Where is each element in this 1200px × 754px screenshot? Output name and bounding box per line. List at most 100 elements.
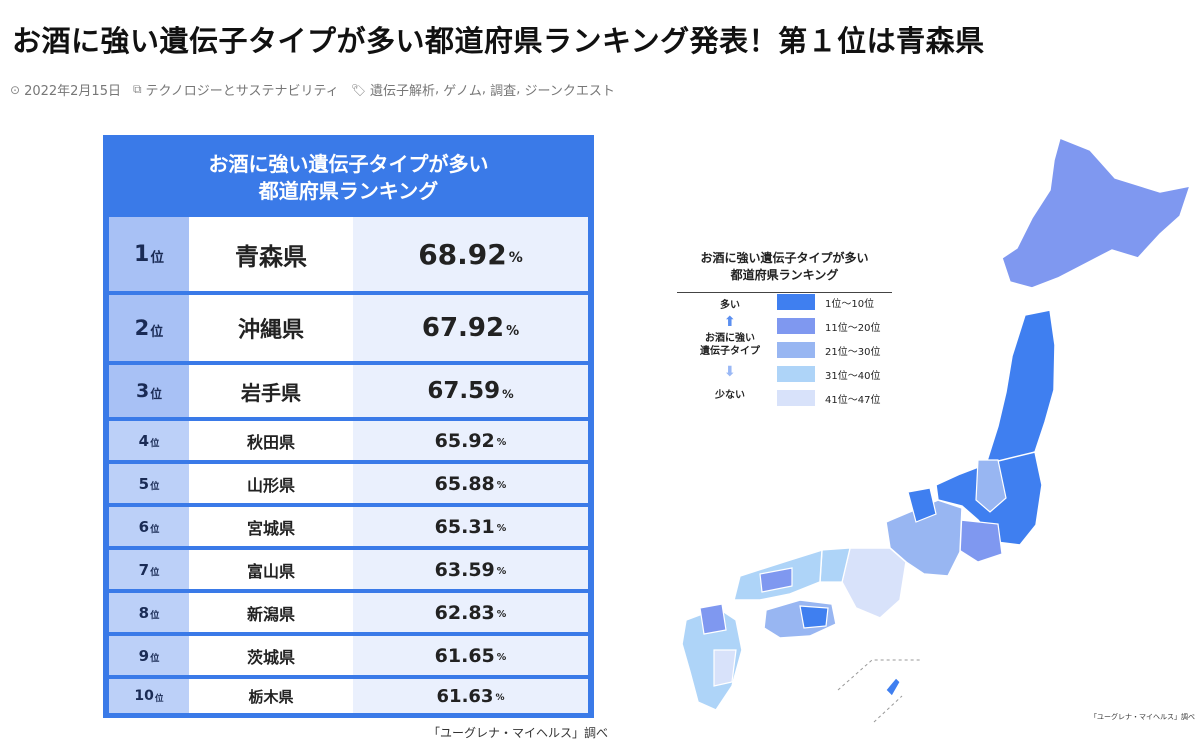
rank-number: 7: [138, 560, 150, 579]
ranking-row: 10 位 栃木県 61.63%: [109, 679, 588, 713]
tag-link[interactable]: ジーンクエスト: [524, 84, 615, 99]
ranking-title-line: お酒に強い遺伝子タイプが多い: [208, 152, 489, 176]
rank-number: 2: [134, 316, 150, 340]
category-link[interactable]: テクノロジーとサステナビリティ: [145, 84, 339, 99]
percentage-cell: 68.92%: [353, 217, 588, 291]
source-credit: 「ユーグレナ・マイヘルス」調べ: [428, 726, 609, 740]
tag-icon: 🏷: [350, 82, 366, 97]
legend-label: 41位～47位: [825, 394, 881, 406]
rank-unit: 位: [150, 438, 160, 450]
ranking-row: 8 位 新潟県 62.83%: [109, 593, 588, 632]
percent-unit: %: [496, 609, 507, 621]
prefecture-name: 栃木県: [248, 687, 294, 706]
percentage-cell: 61.63%: [353, 679, 588, 713]
ranking-row: 5 位 山形県 65.88%: [109, 464, 588, 503]
legend-swatch: [777, 390, 815, 406]
legend-title: お酒に強い遺伝子タイプが多い 都道府県ランキング: [677, 250, 892, 284]
map-inset-frame: [837, 659, 922, 691]
tag-link[interactable]: 調査: [490, 84, 517, 99]
legend-label: 1位～10位: [825, 298, 875, 310]
rank-unit: 位: [150, 524, 160, 536]
legend-title-line: 都道府県ランキング: [730, 268, 839, 282]
percent-unit: %: [496, 652, 507, 664]
rank-number: 3: [135, 380, 150, 402]
tag-separator: ,: [481, 82, 487, 97]
map-region: [713, 649, 737, 687]
map-source-credit: 「ユーグレナ・マイヘルス」調べ: [1090, 713, 1195, 721]
percentage-cell: 65.92%: [353, 421, 588, 460]
legend-label: 31位～40位: [825, 370, 881, 382]
percentage-value: 61.65: [434, 644, 495, 667]
prefecture-name: 山形県: [246, 475, 295, 495]
legend-label: 21位～30位: [825, 346, 881, 358]
rank-number: 1: [134, 241, 150, 267]
arrow-up-icon: ⬆: [724, 314, 736, 330]
tag-separator: ,: [516, 82, 521, 97]
legend-divider: [677, 292, 892, 293]
ranking-row: 2 位 沖縄県 67.92%: [109, 295, 588, 361]
rank-unit: 位: [150, 250, 164, 267]
map-region: [955, 519, 1003, 563]
ranking-title-line: 都道府県ランキング: [258, 179, 439, 203]
percentage-cell: 65.31%: [353, 507, 588, 546]
rank-unit: 位: [150, 481, 160, 493]
percentage-value: 65.88: [434, 472, 495, 495]
ranking-row: 4 位 秋田県 65.92%: [109, 421, 588, 460]
post-meta: ⊙ 2022年2月15日 ⧉ テクノロジーとサステナビリティ 🏷 遺伝子解析, …: [10, 80, 615, 99]
rank-unit: 位: [150, 610, 160, 622]
map-inset-frame: [873, 695, 903, 723]
map-region: [975, 459, 1007, 513]
prefecture-name: 青森県: [235, 242, 307, 271]
tag-separator: ,: [434, 82, 440, 97]
scale-more-label: 多い: [720, 300, 740, 311]
japan-map: [681, 136, 1192, 723]
scale-mid-label: お酒に強い 遺伝子タイプ: [700, 332, 760, 358]
rank-unit: 位: [150, 567, 160, 579]
percent-unit: %: [496, 566, 507, 578]
percent-unit: %: [506, 323, 520, 339]
scale-mid-line: お酒に強い: [705, 333, 755, 344]
legend-item: 31位～40位: [777, 366, 880, 382]
rank-unit: 位: [154, 693, 164, 704]
map-region: [799, 605, 829, 629]
tag-link[interactable]: ゲノム: [443, 84, 482, 99]
percentage-cell: 67.59%: [353, 365, 588, 417]
rank-unit: 位: [150, 653, 160, 665]
percent-unit: %: [508, 249, 523, 266]
ranking-row: 9 位 茨城県 61.65%: [109, 636, 588, 675]
rank-number: 6: [138, 517, 150, 536]
tag-link[interactable]: 遺伝子解析: [369, 84, 435, 99]
ranking-row: 6 位 宮城県 65.31%: [109, 507, 588, 546]
prefecture-name: 富山県: [246, 561, 295, 581]
percent-unit: %: [502, 386, 514, 401]
scale-mid-line: 遺伝子タイプ: [700, 346, 760, 357]
rank-number: 5: [138, 474, 150, 493]
percentage-value: 61.63: [436, 685, 494, 707]
percent-unit: %: [496, 480, 507, 492]
ranking-row: 3 位 岩手県 67.59%: [109, 365, 588, 417]
prefecture-name: 宮城県: [246, 518, 295, 538]
percentage-value: 62.83: [434, 601, 495, 624]
ranking-row: 1 位 青森県 68.92%: [109, 217, 588, 291]
legend-swatch: [777, 318, 815, 334]
rank-unit: 位: [150, 386, 162, 401]
legend-label: 11位～20位: [825, 322, 881, 334]
rank-number: 10: [134, 688, 154, 704]
prefecture-name: 茨城県: [246, 647, 295, 667]
rank-number: 9: [138, 646, 150, 665]
rank-number: 8: [138, 603, 150, 622]
map-region: [1001, 136, 1192, 289]
ranking-title: お酒に強い遺伝子タイプが多い 都道府県ランキング: [103, 151, 594, 205]
map-region: [984, 309, 1056, 465]
percentage-cell: 62.83%: [353, 593, 588, 632]
map-region: [681, 607, 743, 711]
legend-item: 21位～30位: [777, 342, 880, 358]
legend-item: 41位～47位: [777, 390, 880, 406]
